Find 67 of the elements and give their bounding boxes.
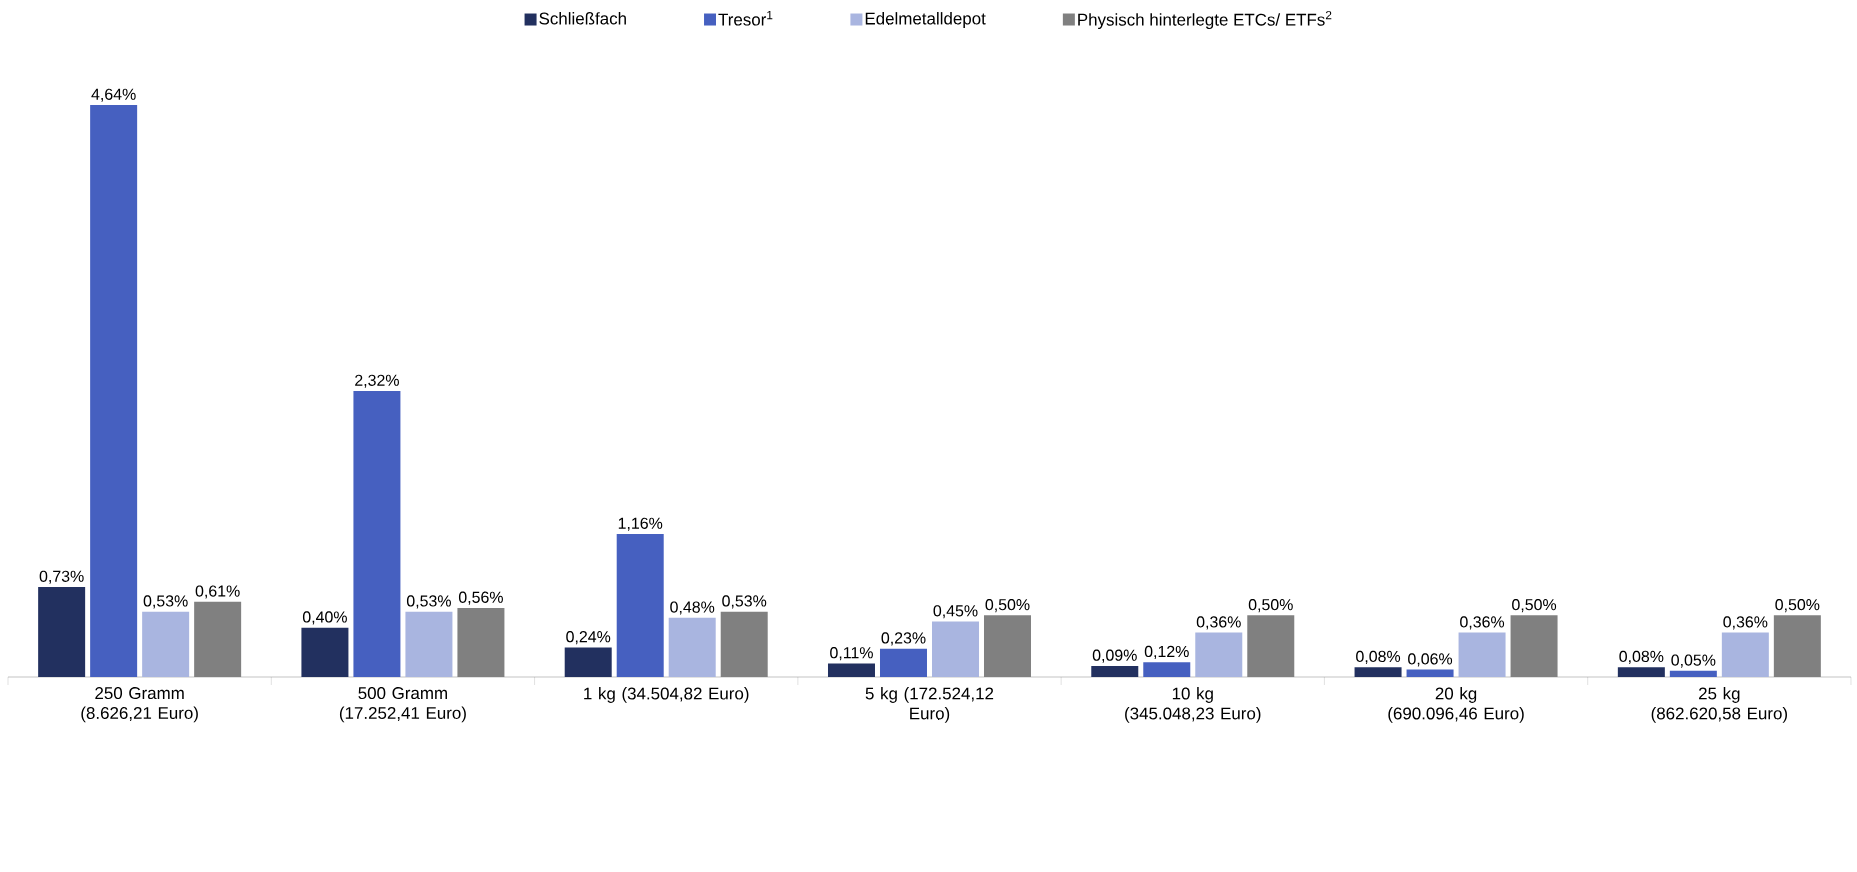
x-tick-label: 1 kg (34.504,82 Euro) [584, 687, 749, 703]
data-label: 0,36% [1196, 616, 1241, 630]
data-label: 0,50% [1512, 599, 1557, 613]
legend-label: Edelmetalldepot [865, 12, 986, 28]
bar [1406, 669, 1454, 677]
data-label: 0,05% [1671, 654, 1716, 668]
bar [564, 647, 612, 677]
bar [1510, 615, 1558, 677]
bar [301, 627, 349, 677]
data-label: 0,08% [1356, 650, 1401, 664]
data-label: 0,36% [1460, 616, 1505, 630]
data-label: 0,12% [1144, 645, 1189, 659]
bar [879, 648, 927, 677]
bar [931, 621, 979, 677]
data-label: 0,50% [1248, 599, 1293, 613]
data-label: 0,50% [985, 599, 1030, 613]
bar [1091, 665, 1139, 677]
bar [90, 104, 138, 677]
data-label: 2,32% [355, 374, 399, 388]
bar [405, 611, 453, 677]
bar [1143, 662, 1191, 677]
data-label: 0,06% [1408, 653, 1453, 667]
legend-label: Physisch hinterlegte ETCs/ ETFs$^{2}$ [1078, 10, 1332, 30]
data-label: 0,45% [933, 605, 978, 619]
data-label: 0,11% [830, 647, 873, 661]
bar [1617, 667, 1665, 677]
bar [1354, 667, 1402, 677]
bar [457, 607, 505, 677]
data-label: 0,56% [458, 591, 503, 605]
data-label: 0,53% [722, 595, 767, 609]
data-label: 0,53% [143, 595, 188, 609]
bar [1195, 632, 1243, 677]
x-tick-label: 250 Gramm (8.626,21 Euro) [81, 687, 198, 723]
data-label: 0,53% [406, 595, 451, 609]
bar [1458, 632, 1506, 677]
data-label: 0,23% [881, 632, 926, 646]
bar [38, 587, 86, 677]
x-tick-label: 25 kg (862.620,58 Euro) [1651, 687, 1787, 723]
data-label: 0,40% [302, 611, 347, 625]
x-tick-label: 10 kg (345.048,23 Euro) [1125, 687, 1261, 723]
data-label: 0,24% [566, 631, 611, 645]
bar [1773, 615, 1821, 677]
bar [720, 611, 768, 677]
x-tick-label: 5 kg (172.524,12 Euro) [865, 687, 994, 723]
data-label: 4,64% [91, 88, 136, 102]
legend-label: Schließfach [539, 12, 626, 25]
x-tick-label: 500 Gramm (17.252,41 Euro) [339, 687, 466, 723]
bar [142, 611, 190, 677]
bar [616, 534, 664, 677]
bar [194, 601, 242, 677]
data-label: 0,36% [1723, 616, 1768, 630]
bar [983, 615, 1031, 677]
bar [827, 663, 875, 677]
bar [353, 391, 401, 677]
data-label: 0,48% [670, 601, 715, 615]
legend-label: Tresor$^{1}$ [718, 11, 773, 26]
bar [668, 617, 716, 677]
data-label: 0,09% [1092, 649, 1137, 663]
data-label: 0,50% [1775, 599, 1820, 613]
bar [1669, 670, 1717, 677]
bar [1247, 615, 1295, 677]
data-label: 0,08% [1619, 650, 1664, 664]
data-label: 0,73% [39, 570, 84, 584]
data-label: 1,16% [618, 517, 663, 531]
x-tick-label: 20 kg (690.096,46 Euro) [1388, 687, 1524, 723]
data-label: 0,61% [195, 585, 240, 599]
bar [1721, 632, 1769, 677]
